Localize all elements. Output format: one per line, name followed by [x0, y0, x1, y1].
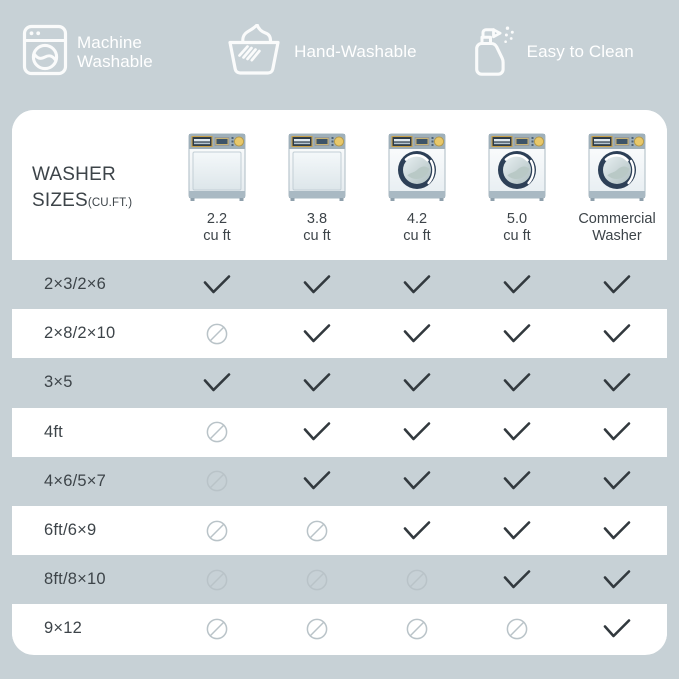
- table-row: 4×6/5×7: [12, 456, 667, 506]
- column-header-label: 4.2 cu ft: [403, 211, 431, 245]
- check-icon: [567, 273, 667, 297]
- table-header-row: WASHER SIZES(CU.FT.): [12, 110, 667, 260]
- badge-hand-washable: Hand-Washable: [223, 22, 468, 81]
- not-allowed-icon: [167, 568, 267, 592]
- feature-badge-strip: Machine Washable Hand-Washable: [0, 0, 679, 110]
- spray-bottle-icon: [468, 23, 518, 82]
- column-header-3: 5.0 cu ft: [467, 116, 567, 260]
- not-allowed-icon: [267, 519, 367, 543]
- check-icon: [567, 420, 667, 444]
- not-allowed-icon: [167, 469, 267, 493]
- check-icon: [567, 568, 667, 592]
- column-header-label: Commercial Washer: [578, 211, 656, 245]
- row-label: 2×3/2×6: [44, 275, 106, 294]
- not-allowed-icon: [367, 568, 467, 592]
- check-icon: [367, 371, 467, 395]
- not-allowed-icon: [267, 568, 367, 592]
- check-icon: [467, 420, 567, 444]
- table-row: 2×3/2×6: [12, 260, 667, 310]
- check-icon: [367, 420, 467, 444]
- check-icon: [467, 469, 567, 493]
- top-load-washer-icon: [284, 120, 350, 204]
- row-label: 3×5: [44, 373, 73, 392]
- row-label: 4ft: [44, 422, 63, 441]
- front-load-washer-icon: [484, 120, 550, 204]
- check-icon: [467, 322, 567, 346]
- badge-label: Hand-Washable: [294, 42, 417, 62]
- corner-title-line-2: SIZES: [32, 190, 88, 211]
- table-row: 8ft/8×10: [12, 555, 667, 605]
- not-allowed-icon: [367, 617, 467, 641]
- not-allowed-icon: [167, 519, 267, 543]
- table-body: 2×3/2×6 2×8/2×10 3×5 4ft 4×6/5×7 6ft/6×9 8ft/8…: [12, 260, 667, 654]
- row-label: 4×6/5×7: [44, 471, 106, 490]
- column-header-0: 2.2 cu ft: [167, 116, 267, 260]
- check-icon: [267, 469, 367, 493]
- check-icon: [467, 371, 567, 395]
- front-load-washer-icon: [584, 120, 650, 204]
- badge-label: Easy to Clean: [526, 42, 634, 62]
- column-header-4: Commercial Washer: [567, 116, 667, 260]
- check-icon: [267, 273, 367, 297]
- row-label: 9×12: [44, 619, 82, 638]
- row-label: 2×8/2×10: [44, 324, 116, 343]
- badge-machine-washable: Machine Washable: [22, 24, 223, 81]
- footer-spacer: [0, 655, 679, 679]
- table-corner-title: WASHER SIZES(CU.FT.): [12, 116, 167, 260]
- check-icon: [467, 519, 567, 543]
- top-load-washer-icon: [184, 120, 250, 204]
- check-icon: [567, 617, 667, 641]
- table-row: 4ft: [12, 407, 667, 457]
- hand-wash-icon: [223, 22, 285, 81]
- table-row: 9×12: [12, 604, 667, 654]
- row-label: 8ft/8×10: [44, 570, 106, 589]
- not-allowed-icon: [167, 322, 267, 346]
- not-allowed-icon: [467, 617, 567, 641]
- column-header-2: 4.2 cu ft: [367, 116, 467, 260]
- check-icon: [167, 371, 267, 395]
- check-icon: [367, 322, 467, 346]
- badge-label: Machine Washable: [77, 32, 153, 71]
- check-icon: [367, 273, 467, 297]
- column-header-label: 5.0 cu ft: [503, 211, 531, 245]
- column-header-label: 2.2 cu ft: [203, 211, 231, 245]
- check-icon: [567, 371, 667, 395]
- check-icon: [267, 420, 367, 444]
- column-header-label: 3.8 cu ft: [303, 211, 331, 245]
- table-row: 6ft/6×9: [12, 505, 667, 556]
- not-allowed-icon: [167, 420, 267, 444]
- badge-easy-to-clean: Easy to Clean: [468, 23, 661, 82]
- check-icon: [567, 322, 667, 346]
- check-icon: [267, 322, 367, 346]
- check-icon: [167, 273, 267, 297]
- table-row: 3×5: [12, 358, 667, 408]
- check-icon: [267, 371, 367, 395]
- check-icon: [367, 469, 467, 493]
- washing-machine-icon: [22, 24, 68, 81]
- column-header-1: 3.8 cu ft: [267, 116, 367, 260]
- check-icon: [467, 273, 567, 297]
- corner-title-line-1: WASHER: [32, 164, 116, 186]
- not-allowed-icon: [167, 617, 267, 641]
- not-allowed-icon: [267, 617, 367, 641]
- check-icon: [367, 519, 467, 543]
- corner-title-unit: (CU.FT.): [87, 197, 133, 209]
- row-label: 6ft/6×9: [44, 521, 97, 540]
- table-row: 2×8/2×10: [12, 309, 667, 359]
- front-load-washer-icon: [384, 120, 450, 204]
- washer-size-compatibility-card: WASHER SIZES(CU.FT.): [12, 110, 667, 655]
- check-icon: [567, 469, 667, 493]
- check-icon: [567, 519, 667, 543]
- check-icon: [467, 568, 567, 592]
